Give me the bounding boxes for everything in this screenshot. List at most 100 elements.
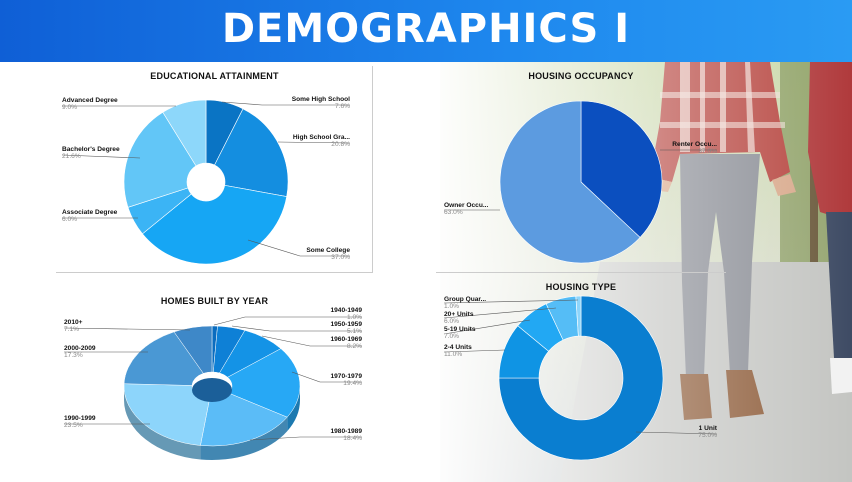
leader-line	[291, 371, 362, 383]
leader-line	[261, 335, 362, 347]
legend-label-high-school-gra: High School Gra...20.8%	[277, 134, 351, 148]
leader-line	[63, 327, 191, 331]
slice-label: 5-19 Units	[444, 326, 476, 333]
slice-2010	[173, 325, 213, 374]
leader-line	[231, 325, 362, 332]
leader-line	[443, 319, 531, 335]
chart-title-homes-built: HOMES BUILT BY YEAR	[160, 296, 269, 306]
slice-label: Bachelor's Degree	[62, 146, 120, 153]
slice-label: 1940-1949	[330, 307, 362, 314]
slice-bachelor-s-degree	[123, 111, 197, 208]
slice-label: 1990-1999	[64, 415, 96, 422]
slice-label: 2-4 Units	[444, 344, 472, 351]
slice-renter-occu	[580, 100, 663, 238]
slice-label: 1 Unit	[699, 425, 718, 432]
slice-side-1990-1999	[124, 386, 201, 460]
slice-value: 7.0%	[444, 333, 459, 340]
slice-value: 6.0%	[444, 318, 459, 325]
slice-value: 1.0%	[347, 314, 362, 321]
slice-value: 17.3%	[64, 352, 83, 359]
slice-value: 37.0%	[698, 148, 717, 155]
leader-line	[221, 101, 350, 106]
donut-hole	[192, 378, 232, 402]
leader-line	[443, 307, 557, 319]
slice-value: 6.0%	[62, 216, 77, 223]
slice-high-school-gra	[214, 108, 289, 197]
slice-label: Renter Occu...	[672, 141, 717, 148]
slice-label: 2010+	[64, 319, 83, 326]
slice-value: 9.0%	[62, 104, 77, 111]
slice-label: Some College	[306, 247, 350, 254]
leader-line	[213, 316, 362, 326]
chart-title-education: EDUCATIONAL ATTAINMENT	[150, 71, 279, 81]
title-banner: DEMOGRAPHICS I	[0, 0, 852, 62]
slice-label: Some High School	[292, 96, 350, 103]
slice-value: 19.4%	[343, 380, 362, 387]
slice-label: 1970-1979	[330, 373, 362, 380]
slice-value: 8.2%	[347, 343, 362, 350]
chart-frame-housing-type	[436, 272, 726, 470]
slice-some-college	[142, 185, 288, 265]
slice-label: Group Quar...	[444, 296, 486, 303]
slice-value: 37.0%	[331, 254, 350, 261]
slice-label: High School Gra...	[293, 134, 350, 141]
leader-line	[247, 239, 350, 257]
slice-value: 1.0%	[444, 303, 459, 310]
slice-label: 20+ Units	[444, 311, 474, 318]
slice-value: 20.8%	[331, 141, 350, 148]
leader-line	[277, 141, 351, 144]
leader-line	[249, 436, 362, 441]
slice-value: 7.1%	[64, 326, 79, 333]
slice-value: 11.0%	[444, 351, 462, 358]
slice-label: Owner Occu...	[444, 202, 489, 209]
slice-group-quar	[575, 295, 582, 337]
slice-label: Advanced Degree	[62, 97, 118, 104]
slice-value: 23.5%	[64, 422, 83, 429]
leader-line	[443, 349, 506, 353]
leader-line	[635, 431, 718, 435]
leader-line	[61, 154, 141, 159]
chart-frame-education	[56, 66, 373, 273]
slice-owner-occu	[499, 100, 641, 264]
slice-1-unit	[498, 295, 664, 461]
legend-label-renter-occu: Renter Occu...37.0%	[660, 141, 717, 155]
page-title: DEMOGRAPHICS I	[221, 6, 631, 52]
slice-label: 1950-1959	[330, 321, 362, 328]
legend-label-owner-occu: Owner Occu...63.0%	[444, 202, 500, 216]
slice-value: 21.6%	[62, 153, 81, 160]
slice-label: Associate Degree	[62, 209, 118, 216]
slice-label: 1980-1989	[330, 428, 362, 435]
slice-label: 1960-1969	[330, 336, 362, 343]
slice-label: 2000-2009	[64, 345, 96, 352]
slice-value: 63.0%	[444, 209, 463, 216]
slice-2000-2009	[123, 331, 204, 386]
legend-label-2010: 2010+7.1%	[63, 319, 191, 333]
slice-value: 75.0%	[698, 432, 717, 439]
slice-value: 18.4%	[343, 435, 362, 442]
slice-value: 5.1%	[347, 328, 362, 335]
chart-title-occupancy: HOUSING OCCUPANCY	[528, 71, 634, 81]
legend-label-group-quar: Group Quar...1.0%	[443, 296, 579, 310]
chart-title-housing-type: HOUSING TYPE	[545, 282, 617, 292]
slice-advanced-degree	[162, 99, 207, 167]
